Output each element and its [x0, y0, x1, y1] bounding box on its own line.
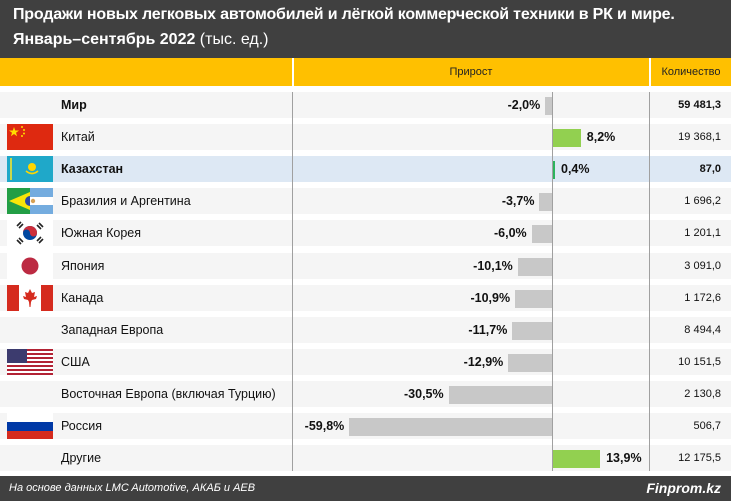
row-label: Бразилия и Аргентина: [61, 194, 191, 209]
growth-label: -59,8%: [304, 419, 345, 433]
growth-bar: [508, 353, 552, 372]
quantity-value: 10 151,5: [678, 355, 721, 368]
quantity-value: 1 201,1: [684, 227, 721, 240]
table-row: Россия -59,8% 506,7: [0, 413, 731, 439]
table-header: Прирост Количество: [0, 58, 731, 86]
growth-bar: [553, 450, 601, 469]
table-row: Другие 13,9% 12 175,5: [0, 445, 731, 472]
growth-label: 0,4%: [561, 162, 590, 177]
row-label: Другие: [61, 451, 102, 466]
row-label: Мир: [61, 98, 87, 112]
table-row: Канада -10,9% 1 172,6: [0, 284, 731, 311]
growth-label: 13,9%: [606, 451, 642, 466]
growth-label: -30,5%: [404, 386, 444, 401]
growth-bar: [349, 418, 552, 436]
growth-bar: [448, 385, 552, 404]
chart-subtitle-units: (тыс. ед.): [195, 31, 269, 48]
growth-left-divider: [292, 92, 293, 472]
growth-label: -12,9%: [463, 354, 504, 369]
chart-subtitle-period: Январь–сентябрь 2022: [13, 31, 196, 48]
south-korea-flag-icon: [7, 220, 53, 247]
growth-label: -10,1%: [473, 258, 513, 273]
canada-flag-icon: [7, 284, 53, 311]
row-label: Китай: [61, 130, 95, 145]
growth-bar: [545, 97, 552, 115]
row-label: США: [61, 354, 90, 369]
source-note: На основе данных LMC Automotive, АКАБ и …: [9, 482, 256, 494]
row-label: Восточная Европа (включая Турцию): [61, 386, 276, 401]
table-row: США -12,9% 10 151,5: [0, 348, 731, 375]
growth-bar: [515, 289, 552, 308]
japan-flag-icon: [7, 252, 53, 279]
row-label: Россия: [61, 419, 102, 433]
growth-label: -6,0%: [494, 226, 527, 241]
table-row: Казахстан 0,4% 87,0: [0, 156, 731, 183]
growth-bar: [517, 257, 552, 276]
growth-bar: [539, 193, 552, 212]
growth-label: 8,2%: [586, 130, 616, 145]
brand-logo: Finprom.kz: [646, 480, 721, 496]
header-divider: [292, 58, 294, 86]
growth-label: -3,7%: [501, 194, 535, 209]
row-label: Канада: [61, 290, 104, 305]
quantity-value: 12 175,5: [678, 452, 721, 465]
growth-bar: [512, 321, 552, 340]
title-bar: Продажи новых легковых автомобилей и лёг…: [0, 0, 731, 58]
china-flag-icon: [7, 124, 53, 151]
footer: На основе данных LMC Automotive, АКАБ и …: [0, 476, 731, 501]
russia-flag-icon: [7, 413, 53, 439]
table-row: Южная Корея -6,0% 1 201,1: [0, 220, 731, 247]
table-row: Бразилия и Аргентина -3,7% 1 696,2: [0, 188, 731, 215]
kazakhstan-flag-icon: [7, 156, 53, 183]
row-label: Япония: [61, 258, 105, 273]
growth-bar: [531, 225, 552, 244]
brazil-argentina-flag-icon: [7, 188, 53, 215]
quantity-divider: [649, 92, 650, 472]
row-label: Западная Европа: [61, 322, 164, 337]
table-row: Западная Европа -11,7% 8 494,4: [0, 316, 731, 343]
zero-axis-line: [552, 92, 553, 472]
chart-subtitle: Январь–сентябрь 2022 (тыс. ед.): [13, 31, 269, 49]
quantity-value: 2 130,8: [684, 387, 721, 400]
growth-bar: [553, 129, 581, 148]
chart-title: Продажи новых легковых автомобилей и лёг…: [13, 6, 675, 23]
header-divider: [649, 58, 651, 86]
quantity-value: 87,0: [699, 163, 721, 176]
table-row: Восточная Европа (включая Турцию) -30,5% 2…: [0, 380, 731, 407]
quantity-value: 1 696,2: [684, 195, 721, 208]
table-row: Мир -2,0% 59 481,3: [0, 92, 731, 118]
quantity-value: 59 481,3: [678, 99, 721, 111]
growth-label: -11,7%: [468, 322, 508, 337]
table-row: Япония -10,1% 3 091,0: [0, 252, 731, 279]
header-growth: Прирост: [449, 66, 493, 78]
row-label: Южная Корея: [61, 226, 141, 241]
row-label: Казахстан: [61, 162, 124, 177]
quantity-value: 506,7: [693, 420, 721, 432]
quantity-value: 19 368,1: [678, 131, 721, 144]
usa-flag-icon: [7, 348, 53, 375]
header-quantity: Количество: [661, 66, 721, 78]
quantity-value: 8 494,4: [684, 323, 721, 336]
quantity-value: 3 091,0: [684, 259, 721, 272]
growth-bar: [553, 161, 555, 180]
quantity-value: 1 172,6: [684, 291, 721, 304]
growth-label: -2,0%: [507, 98, 541, 112]
growth-label: -10,9%: [470, 290, 511, 305]
table-row: Китай 8,2% 19 368,1: [0, 124, 731, 151]
